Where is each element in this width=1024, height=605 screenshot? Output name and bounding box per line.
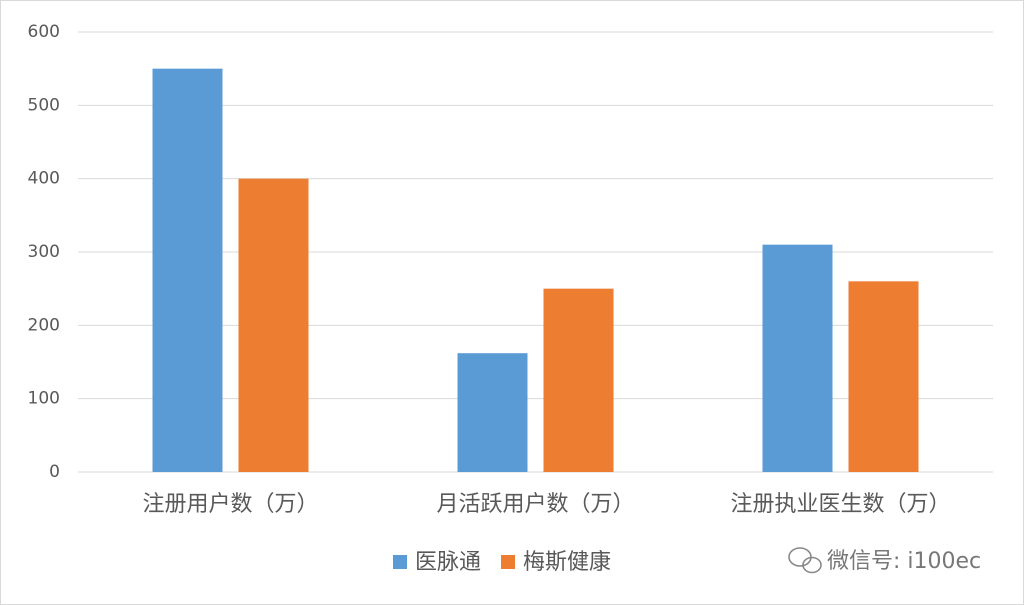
y-tick-label: 300 <box>28 242 60 262</box>
bar <box>457 353 528 472</box>
bar <box>238 178 309 472</box>
y-tick-label: 400 <box>28 169 60 189</box>
legend-label: 梅斯健康 <box>523 550 611 575</box>
y-tick-label: 600 <box>28 22 60 42</box>
watermark: 微信号: i100ec <box>827 549 981 574</box>
legend-swatch <box>393 555 407 569</box>
y-tick-label: 200 <box>28 315 60 335</box>
x-tick-label: 注册用户数（万） <box>142 492 318 517</box>
y-tick-label: 500 <box>28 95 60 115</box>
y-tick-label: 0 <box>49 462 60 482</box>
x-tick-label: 月活跃用户数（万） <box>436 492 634 517</box>
bar <box>152 68 223 473</box>
bar <box>543 288 614 472</box>
legend-swatch <box>501 555 516 569</box>
wechat-icon <box>788 547 822 574</box>
legend-label: 医脉通 <box>415 550 481 575</box>
y-tick-label: 100 <box>28 389 60 409</box>
bar <box>762 244 833 472</box>
x-tick-label: 注册执业医生数（万） <box>730 492 950 517</box>
bar <box>848 281 919 472</box>
